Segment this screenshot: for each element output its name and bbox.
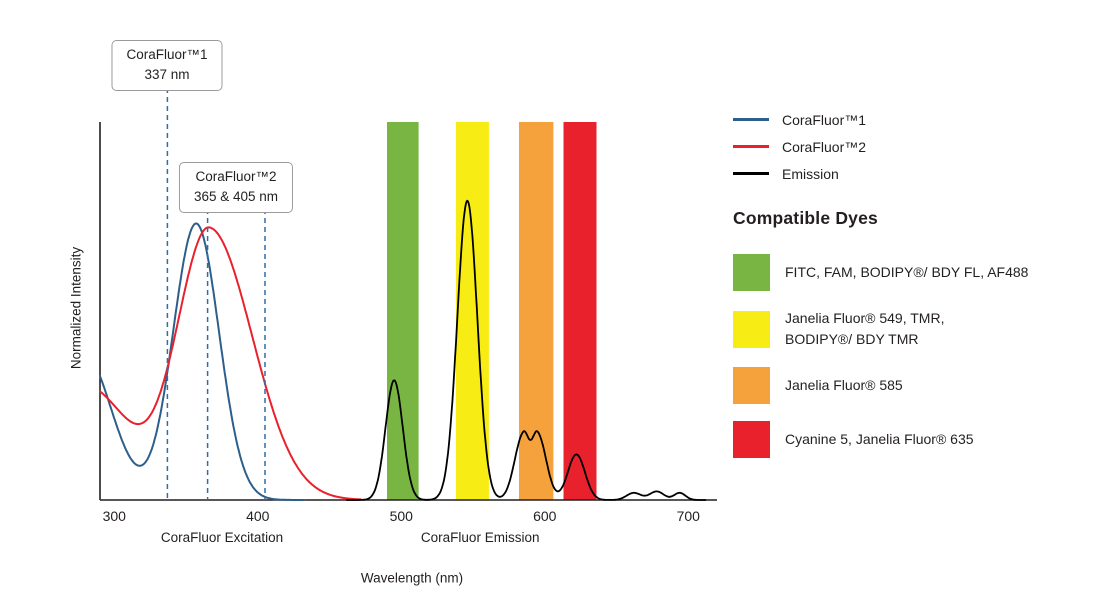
spectrum-curve-excitation-corafluor2 xyxy=(99,226,363,501)
callout-title: CoraFluor™2 xyxy=(195,169,277,184)
legend-panel: CoraFluor™1 CoraFluor™2 Emission Compati… xyxy=(733,106,1105,475)
filter-band-red xyxy=(563,122,597,500)
x-tick-label: 500 xyxy=(390,508,414,524)
callout-wavelength: 365 & 405 nm xyxy=(193,189,279,205)
axis-section-label-0: CoraFluor Excitation xyxy=(161,530,283,545)
dye-item-yellow: Janelia Fluor® 549, TMR, BODIPY®/ BDY TM… xyxy=(733,308,1105,350)
spectra-plot: 300 400 500 600 700 CoraFluor Excitation CoraF… xyxy=(99,88,717,545)
legend-item-emission: Emission xyxy=(733,160,1105,187)
line-swatch-corafluor1 xyxy=(733,118,769,121)
legend-label: CoraFluor™2 xyxy=(782,138,867,155)
filter-band-green xyxy=(387,122,419,500)
dye-swatch-red xyxy=(733,421,770,458)
x-tick-label: 700 xyxy=(677,508,701,524)
dye-label: FITC, FAM, BODIPY®/ BDY FL, AF488 xyxy=(785,264,1029,280)
callout-corafluor1-337nm: CoraFluor™1 337 nm xyxy=(111,40,223,91)
y-axis-title: Normalized Intensity xyxy=(68,246,84,370)
dye-swatch-yellow xyxy=(733,310,770,348)
callout-corafluor2-365-405nm: CoraFluor™2 365 & 405 nm xyxy=(178,162,294,213)
dye-item-red: Cyanine 5, Janelia Fluor® 635 xyxy=(733,421,1105,458)
dye-swatch-green xyxy=(733,254,770,291)
filter-band-yellow xyxy=(455,122,489,500)
legend-label: Emission xyxy=(782,165,839,182)
x-tick-label: 300 xyxy=(103,508,127,524)
compatible-dyes-heading: Compatible Dyes xyxy=(733,208,878,228)
spectrum-curve-emission-emission xyxy=(345,199,707,501)
x-axis-title: Wavelength (nm) xyxy=(360,570,464,586)
series-legend: CoraFluor™1 CoraFluor™2 Emission xyxy=(733,106,1105,187)
filter-band-orange xyxy=(519,122,554,500)
dye-item-green: FITC, FAM, BODIPY®/ BDY FL, AF488 xyxy=(733,254,1105,291)
axis-section-label-1: CoraFluor Emission xyxy=(421,530,540,545)
legend-item-corafluor1: CoraFluor™1 xyxy=(733,106,1105,133)
legend-item-corafluor2: CoraFluor™2 xyxy=(733,133,1105,160)
callout-title: CoraFluor™1 xyxy=(126,47,208,62)
x-tick-label: 600 xyxy=(533,508,557,524)
dye-swatch-orange xyxy=(733,367,770,404)
spectrum-curve-excitation-corafluor1 xyxy=(99,222,305,501)
legend-label: CoraFluor™1 xyxy=(782,111,867,128)
line-swatch-emission xyxy=(733,172,769,175)
dye-item-orange: Janelia Fluor® 585 xyxy=(733,367,1105,404)
dye-label: Janelia Fluor® 585 xyxy=(785,377,903,393)
line-swatch-corafluor2 xyxy=(733,145,769,148)
callout-wavelength: 337 nm xyxy=(144,67,190,83)
x-tick-label: 400 xyxy=(246,508,270,524)
dye-label: Janelia Fluor® 549, TMR, BODIPY®/ BDY TM… xyxy=(785,310,945,347)
dye-label: Cyanine 5, Janelia Fluor® 635 xyxy=(785,431,974,447)
